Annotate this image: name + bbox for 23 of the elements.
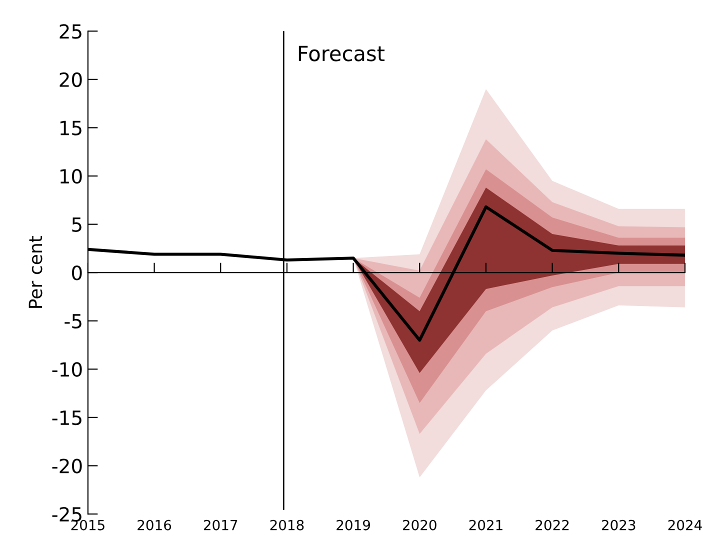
y-axis-title: Per cent (28, 236, 42, 308)
x-tick-label: 2015 (71, 520, 104, 530)
x-tick-label: 2016 (138, 520, 172, 530)
y-tick-label: -5 (64, 314, 82, 329)
y-tick-label: 5 (72, 218, 82, 232)
x-tick-label: 2018 (270, 520, 304, 530)
y-tick-label: -20 (52, 458, 82, 474)
y-tick-label: 20 (60, 72, 82, 88)
x-tick-label: 2019 (336, 520, 370, 530)
y-tick-label: 25 (60, 24, 82, 39)
ref-line-label: Forecast (298, 46, 385, 62)
x-tick-label: 2021 (469, 520, 502, 530)
x-tick-label: 2020 (402, 520, 436, 530)
x-tick-label: 2022 (536, 520, 569, 530)
y-tick-label: -10 (52, 362, 82, 377)
y-tick-label: -15 (52, 410, 82, 426)
x-tick-label: 2024 (668, 520, 702, 530)
y-tick-label: -25 (52, 506, 82, 522)
x-tick-label: 2017 (204, 520, 238, 530)
y-tick-label: 10 (60, 168, 82, 184)
y-tick-label: 15 (60, 120, 82, 136)
x-tick-label: 2023 (602, 520, 636, 530)
y-tick-label: 0 (72, 266, 82, 280)
